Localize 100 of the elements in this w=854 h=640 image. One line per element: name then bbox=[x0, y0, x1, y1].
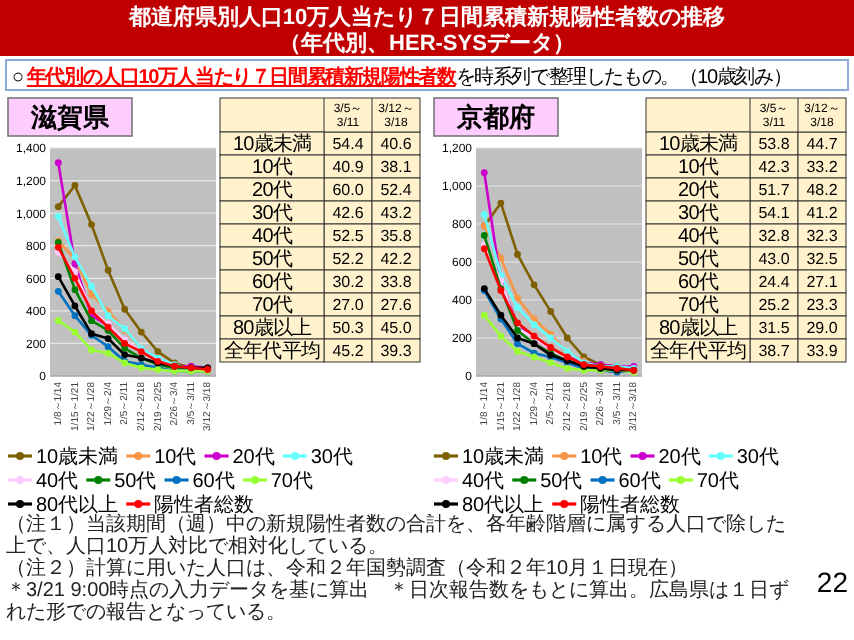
data-label: 25.2 bbox=[758, 296, 791, 315]
y-tick-label: 10代 bbox=[252, 157, 293, 180]
data-label: 45.2 bbox=[332, 342, 365, 361]
y-tick-label: 10歳未満 bbox=[232, 132, 312, 157]
chart-title: 滋賀県 bbox=[29, 102, 111, 132]
legend-label: 60代 bbox=[192, 471, 235, 493]
point bbox=[88, 346, 95, 354]
data-label: 38.7 bbox=[758, 342, 791, 361]
point bbox=[71, 286, 79, 294]
point bbox=[514, 334, 521, 342]
data-label: 27.0 bbox=[332, 296, 365, 315]
legend-label: 陽性者総数 bbox=[580, 493, 681, 517]
legend-label: 30代 bbox=[310, 447, 353, 469]
data-label: 43.2 bbox=[380, 204, 413, 223]
y-tick-label: 10代 bbox=[678, 157, 719, 180]
data-label: 43.0 bbox=[758, 250, 791, 269]
data-label: 23.3 bbox=[806, 296, 839, 315]
text: ＊3/21 9:00時点の入力データを基に算出 ＊日次報告数をもとに算出。広島県は１日ずれた形での報告となっている。 bbox=[6, 580, 792, 624]
point bbox=[71, 182, 79, 189]
y-tick-label: 80歳以上 bbox=[658, 316, 738, 341]
point bbox=[54, 159, 62, 167]
point bbox=[514, 340, 521, 348]
point bbox=[497, 332, 505, 340]
text: を時系列で整理したもの。（10歳刻み） bbox=[455, 65, 792, 89]
point bbox=[88, 317, 95, 325]
data-label: 33.8 bbox=[380, 273, 413, 292]
point bbox=[514, 347, 521, 355]
data-label: 32.8 bbox=[758, 227, 791, 246]
point bbox=[54, 317, 62, 325]
data-label: 42.3 bbox=[758, 158, 791, 177]
data-label: 30.2 bbox=[332, 273, 365, 292]
point bbox=[54, 203, 62, 211]
point bbox=[88, 283, 95, 290]
point bbox=[547, 308, 555, 315]
point bbox=[547, 359, 555, 367]
data-label: 40.6 bbox=[380, 135, 413, 154]
data-label: 27.6 bbox=[380, 296, 413, 315]
data-label: 35.8 bbox=[380, 227, 413, 246]
data-label: 42.6 bbox=[332, 204, 365, 223]
point bbox=[530, 281, 538, 289]
data-label: 52.5 bbox=[332, 227, 365, 246]
data-label: 51.7 bbox=[758, 181, 791, 200]
data-label: 52.2 bbox=[332, 250, 365, 269]
point bbox=[121, 351, 129, 359]
point bbox=[88, 221, 95, 228]
data-label: 33.9 bbox=[806, 342, 839, 361]
data-label: 53.8 bbox=[758, 135, 791, 154]
point bbox=[104, 349, 112, 357]
y-tick-label: 20代 bbox=[252, 180, 293, 203]
data-label: 39.3 bbox=[380, 342, 413, 361]
point bbox=[514, 294, 521, 302]
point bbox=[54, 243, 62, 251]
y-tick-label: 80歳以上 bbox=[232, 316, 312, 341]
chart-title: 京都府 bbox=[455, 102, 535, 132]
data-label: 54.1 bbox=[758, 204, 791, 223]
point bbox=[497, 199, 505, 207]
point bbox=[54, 287, 62, 295]
data-label: 29.0 bbox=[806, 319, 839, 338]
point bbox=[563, 365, 571, 372]
text: （年代別、HER-SYSデータ） bbox=[279, 30, 575, 56]
y-tick-label: 60代 bbox=[252, 272, 293, 295]
point bbox=[54, 213, 62, 220]
legend-label: 50代 bbox=[114, 471, 157, 493]
point bbox=[71, 302, 79, 310]
y-tick-label: 全年代平均 bbox=[649, 339, 747, 364]
point bbox=[104, 312, 112, 320]
data-label: 54.4 bbox=[332, 135, 365, 154]
point bbox=[71, 274, 79, 282]
y-tick-label: 50代 bbox=[678, 249, 719, 272]
data-label: 33.2 bbox=[806, 158, 839, 177]
y-tick-label: 40代 bbox=[678, 226, 719, 249]
y-tick-label: 全年代平均 bbox=[223, 339, 321, 364]
point bbox=[104, 343, 112, 351]
legend-label: 60代 bbox=[618, 471, 661, 493]
point bbox=[563, 334, 571, 342]
point bbox=[480, 169, 488, 177]
data-label: 52.4 bbox=[380, 181, 413, 200]
data-label: 31.5 bbox=[758, 319, 791, 338]
legend-label: 10代 bbox=[580, 447, 623, 469]
point bbox=[154, 348, 162, 355]
data-label: 38.1 bbox=[380, 158, 413, 177]
data-label: 24.4 bbox=[758, 273, 791, 292]
text: ○ bbox=[12, 67, 27, 89]
point bbox=[530, 321, 538, 329]
point bbox=[514, 251, 521, 258]
data-label: 42.2 bbox=[380, 250, 413, 269]
y-tick-label: 70代 bbox=[252, 295, 293, 318]
y-tick-label: 10歳未満 bbox=[658, 132, 738, 157]
y-tick-label: 20代 bbox=[678, 180, 719, 203]
legend-label: 80代以上 bbox=[462, 493, 545, 517]
point bbox=[71, 312, 79, 320]
point bbox=[104, 266, 112, 274]
y-tick-label: 70代 bbox=[678, 295, 719, 318]
data-label: 60.0 bbox=[332, 181, 365, 200]
data-label: 45.0 bbox=[380, 319, 413, 338]
data-label: 32.5 bbox=[806, 250, 839, 269]
data-label: 40.9 bbox=[332, 158, 365, 177]
text: 22 bbox=[816, 566, 849, 598]
y-tick-label: 30代 bbox=[678, 203, 719, 226]
data-label: 50.3 bbox=[332, 319, 365, 338]
